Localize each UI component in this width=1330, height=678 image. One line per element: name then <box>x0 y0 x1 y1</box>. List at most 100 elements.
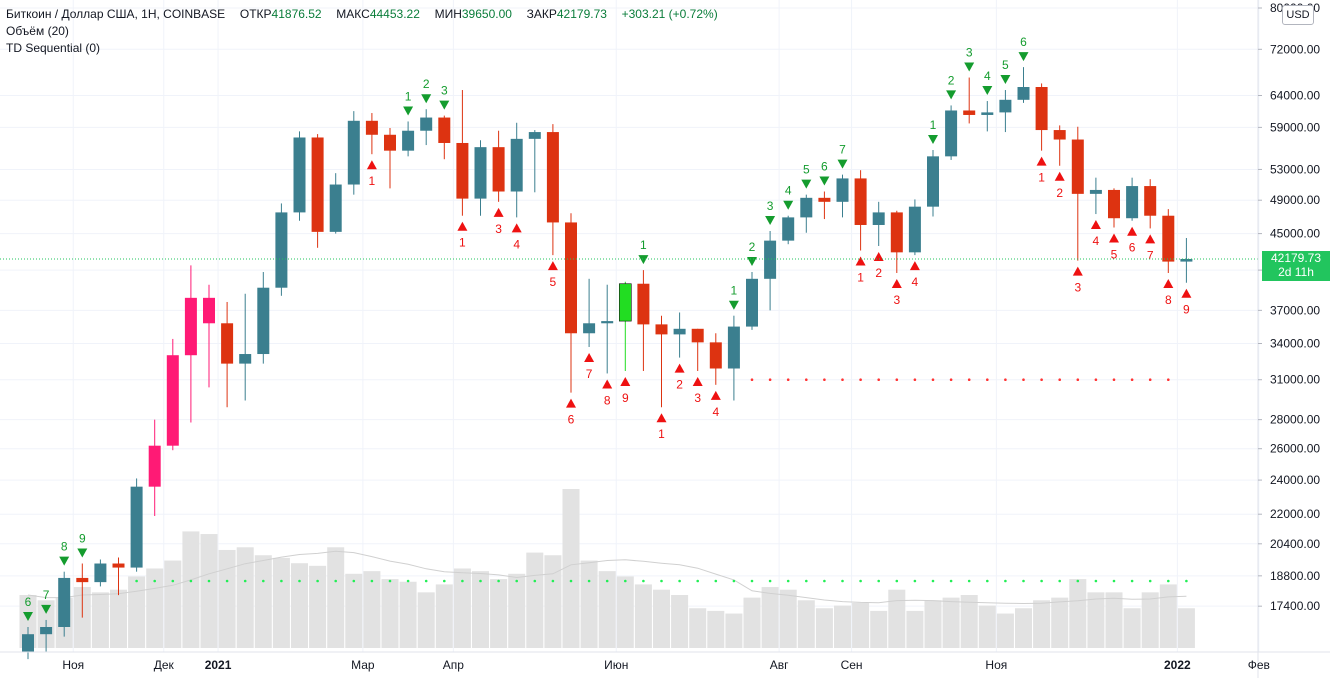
candle-body <box>546 132 559 223</box>
candle-body <box>854 178 867 225</box>
volume-bar <box>182 531 200 648</box>
volume-bar <box>417 592 435 648</box>
volume-level-dot <box>551 579 555 583</box>
volume-bar <box>761 587 779 648</box>
volume-bar <box>653 589 670 648</box>
volume-level-dot <box>225 579 229 583</box>
td-up-arrow <box>602 379 613 389</box>
time-tick-label: 2021 <box>205 658 232 672</box>
volume-level-dot <box>841 579 844 583</box>
price-tick-label: 20400.00 <box>1270 537 1320 551</box>
volume-bar <box>236 547 254 648</box>
price-axis[interactable]: 80000.0072000.0064000.0059000.0053000.00… <box>1257 0 1320 678</box>
td-count-label: 9 <box>622 391 629 405</box>
volume-level-dot <box>768 579 772 583</box>
candle-body <box>872 212 885 225</box>
volume-bar <box>562 489 580 648</box>
indicator-volume[interactable]: Объём (20) <box>6 24 69 38</box>
td-count-label: 5 <box>1002 58 1009 72</box>
td-count-label: 7 <box>586 367 593 381</box>
volume-bar <box>128 576 146 648</box>
volume-bar <box>815 608 833 648</box>
td-up-arrow <box>1036 156 1047 166</box>
volume-level-dot <box>587 579 591 583</box>
volume-level-dot <box>515 579 518 583</box>
td-up-arrow <box>1163 278 1174 288</box>
candle-body <box>945 110 958 157</box>
td-count-label: 2 <box>948 73 955 87</box>
td-count-label: 6 <box>25 595 32 609</box>
low-value: 39650.00 <box>461 7 512 21</box>
candle-body <box>221 323 234 364</box>
symbol-row[interactable]: Биткоин / Доллар США, 1Н, COINBASE ОТКР4… <box>6 6 718 23</box>
td-count-label: 4 <box>712 405 719 419</box>
td-count-label: 8 <box>61 540 68 554</box>
td-down-arrow <box>964 62 975 72</box>
td-down-arrow <box>946 90 957 100</box>
volume-level-dot <box>135 579 138 583</box>
candle-body <box>275 212 288 288</box>
price-tick-label: 53000.00 <box>1270 162 1320 176</box>
indicator-td-sequential[interactable]: TD Sequential (0) <box>6 41 101 55</box>
volume-bar <box>1141 592 1159 648</box>
td-down-arrow <box>1018 52 1029 62</box>
volume-level-dot <box>859 579 862 583</box>
time-tick-label: Июн <box>604 658 628 672</box>
last-price-value: 42179.73 <box>1270 250 1322 265</box>
volume-bar <box>598 571 616 648</box>
volume-level-dot <box>406 579 410 583</box>
volume-level-dot <box>316 579 319 583</box>
volume-level-dot <box>280 579 283 583</box>
volume-bar <box>1069 579 1087 648</box>
time-tick-label: Сен <box>841 658 863 672</box>
td-up-arrow <box>692 376 703 386</box>
candle-body <box>384 134 396 151</box>
td-count-label: 3 <box>893 293 900 307</box>
td-down-arrow <box>819 176 830 186</box>
candle-body <box>311 137 324 232</box>
td-up-arrow <box>674 363 685 373</box>
volume-bar <box>254 555 272 648</box>
candle-body <box>203 297 215 324</box>
volume-level-dot <box>1130 579 1134 583</box>
td-count-label: 6 <box>1020 35 1027 49</box>
volume-level-dot <box>1040 579 1043 583</box>
td-count-label: 2 <box>1056 186 1063 200</box>
volume-level-dot <box>913 579 917 583</box>
volume-bar <box>164 560 182 648</box>
support-dot <box>1148 378 1152 382</box>
td-down-arrow <box>837 159 848 169</box>
td-up-arrow <box>584 352 595 362</box>
volume-bar <box>345 573 363 648</box>
volume-level-dot <box>1004 579 1007 583</box>
volume-bar <box>725 613 743 648</box>
support-dot <box>1094 378 1098 382</box>
td-down-arrow <box>439 100 450 110</box>
td-up-arrow <box>457 221 468 231</box>
td-up-arrow <box>855 256 866 266</box>
support-dot <box>895 378 899 382</box>
support-dot <box>877 378 880 382</box>
candles <box>22 67 1193 660</box>
volume-bar <box>707 610 725 648</box>
td-count-label: 5 <box>803 163 810 177</box>
volume-level-dot <box>1167 579 1170 583</box>
volume-level-dot <box>189 579 193 583</box>
volume-bar <box>689 608 707 648</box>
volume-level-dot <box>497 579 500 583</box>
candle-body <box>420 117 433 131</box>
time-tick-label: Дек <box>154 658 175 672</box>
td-count-label: 7 <box>43 588 50 602</box>
td-count-label: 3 <box>495 222 502 236</box>
volume-ma-line <box>27 550 1187 605</box>
td-count-label: 4 <box>984 69 991 83</box>
td-count-label: 1 <box>369 174 376 188</box>
time-axis[interactable]: Ноя Дек 2021 Мар Апр Июн Авг Сен Ноя 2022 Фев <box>0 651 1330 672</box>
support-dot <box>986 378 989 382</box>
volume-level-dot <box>642 579 645 583</box>
volume-level-dot <box>352 579 356 583</box>
volume-level-dot <box>533 579 537 583</box>
currency-button[interactable]: USD <box>1282 5 1314 25</box>
symbol-title[interactable]: Биткоин / Доллар США, 1Н, COINBASE <box>6 7 226 21</box>
